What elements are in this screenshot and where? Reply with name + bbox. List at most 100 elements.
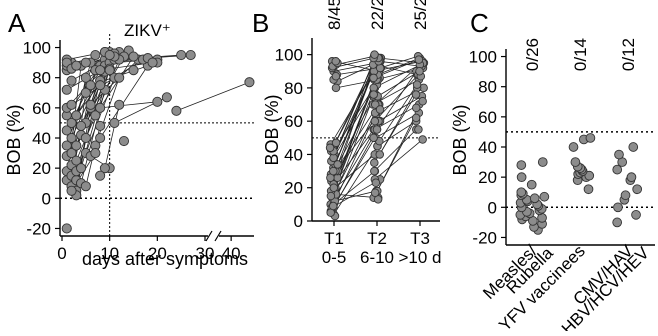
panel-b-patient-line [335,104,379,172]
panel-a-y-label: BOB (%) [4,104,24,175]
panel-c-point [614,149,624,160]
panel-b-point [331,72,341,81]
panel-b-point [326,191,336,201]
panel-c-y-tick-label: 80 [478,78,497,97]
panel-b-y-tick-label: 0 [294,212,303,231]
panel-b-category-label: T2 [367,229,387,248]
panel-c-y-tick-label: -20 [472,228,497,247]
panel-label-b: B [252,8,269,38]
panel-b-y-label: BOB (%) [262,94,282,165]
panel-b-category-sublabel: >10 d [398,248,441,267]
panel-c-count-label: 0/14 [571,38,590,71]
panel-b-patient-line [374,104,420,130]
panel-a-point [185,50,196,61]
panel-a-point [171,105,182,116]
panel-a-y-tick-label: 60 [32,99,51,118]
panel-a-patient-line [176,81,250,112]
panel-c-series [515,133,643,235]
panel-b-point [411,113,421,123]
panel-a-point [76,120,87,131]
panel-c-point [516,187,527,198]
panel-c-point [626,172,637,183]
panel-b-point [375,105,385,114]
panel-b-point [369,90,378,99]
panel-c-y-label: BOB (%) [450,104,470,175]
panel-b-point [411,103,421,113]
panel-b-count-label: 22/28 [368,0,387,30]
panel-a-point [85,99,96,110]
panel-b-patient-line [374,129,417,172]
panel-b-patient-line [378,60,422,67]
panel-a-point [128,51,139,62]
panel-b-y-tick-label: 40 [284,145,303,164]
panel-a-axis-break-left [205,230,213,242]
panel-a-point [95,65,106,76]
panel-a-point [61,223,72,234]
panel-b-y-tick-label: 20 [284,179,303,198]
panel-a-point [118,135,130,147]
panel-b-patient-line [372,79,420,105]
panel-b-point [411,90,421,99]
panel-a-x-tick-label: 0 [57,244,66,263]
panel-c-y-tick-label: 60 [478,108,497,127]
panel-a-point [61,125,72,136]
panel-b-patient-line [374,139,423,180]
panel-c-point [568,142,579,152]
panel-b-y-tick-label: 100 [275,46,303,65]
panel-b-point [414,125,423,134]
panel-a-point [244,77,255,88]
panel-a-point [90,148,101,159]
panel-a-x-tick-label: 40 [222,244,241,263]
panel-label-c: C [470,8,489,38]
panel-a-point [95,170,106,181]
panel-b-patient-line [377,120,417,147]
panel-c-y-tick-label: 40 [478,138,497,157]
panel-c-point [628,142,639,152]
panel-c-point [613,202,623,213]
panel-c-point [516,160,527,170]
panel-b-point [331,138,341,148]
panel-b-patient-line [333,145,378,215]
panel-a-point [71,155,82,166]
panel-a-point [66,185,77,196]
panel-a-point [66,99,77,110]
panel-b-point [329,166,338,176]
panel-a-point [95,80,106,91]
panel-b-patient-line [332,59,377,148]
panel-a-y-tick-label: 40 [32,129,51,148]
panel-a-point [128,65,139,76]
panel-b-point [370,50,379,59]
panel-b-point [325,143,335,153]
panel-a-y-tick-label: 20 [32,159,51,178]
panel-c-point [612,217,623,228]
panel-a-point [147,57,158,68]
panel-b-point [331,83,341,93]
panel-a-x-tick-label: 30 [196,244,215,263]
panel-a-x-label: days after symptoms [82,249,248,269]
panel-a-point [95,120,106,131]
panel-a-series [61,45,255,234]
panel-c-y-tick-label: 20 [478,168,497,187]
panel-b-point [415,67,424,76]
panel-a-x-tick-label: 20 [148,244,167,263]
panel-b-patient-line [374,74,419,122]
panel-b-point [331,57,340,66]
panel-b-point [372,125,382,134]
panel-a-patient-line [104,104,120,169]
panel-b-point [375,150,384,159]
panel-a-point [114,72,125,83]
panel-b-category-label: T3 [410,229,430,248]
panel-c-point [632,184,643,195]
panel-c-point [612,164,623,175]
panel-c-point [537,157,548,167]
panel-b-point [329,183,339,192]
panel-a-point [71,110,82,121]
panel-b-series [325,50,429,221]
panel-a-point [161,92,172,103]
panel-a-point [80,132,91,144]
panel-a-point [85,80,96,91]
panel-c-point [631,209,641,220]
panel-a-y-tick-label: 80 [32,69,51,88]
panel-b-count-label: 25/26 [411,0,430,30]
